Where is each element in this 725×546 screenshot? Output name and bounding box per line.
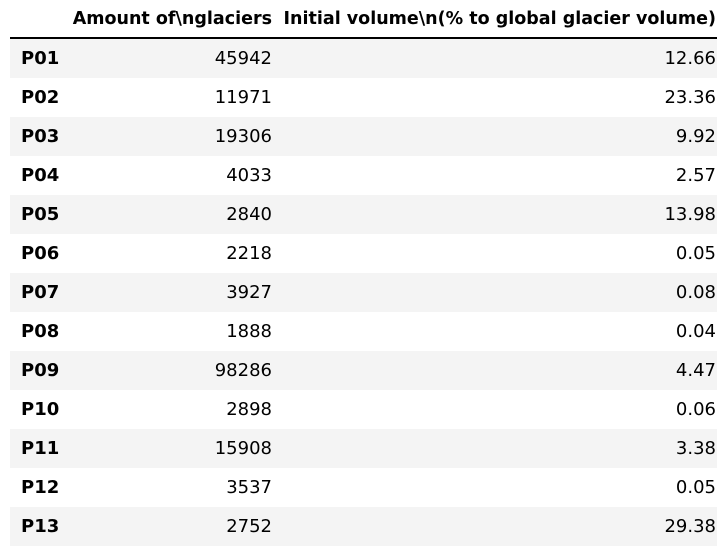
row-id-cell: P07	[21, 282, 60, 303]
row-id-cell: P10	[21, 399, 60, 420]
row-id-cell: P13	[21, 516, 60, 537]
amount-cell: 15908	[214, 438, 272, 459]
table-row: P03 19306 9.92	[10, 117, 717, 156]
table-row: P07 3927 0.08	[10, 273, 717, 312]
row-id-cell: P04	[21, 165, 60, 186]
amount-cell: 4033	[226, 165, 272, 186]
volume-cell: 0.08	[675, 282, 716, 303]
volume-cell: 13.98	[664, 204, 716, 225]
table-row: P09 98286 4.47	[10, 351, 717, 390]
volume-cell: 0.05	[675, 243, 716, 264]
row-id-cell: P06	[21, 243, 60, 264]
row-id-cell: P03	[21, 126, 60, 147]
volume-cell: 0.04	[675, 321, 716, 342]
amount-cell: 19306	[214, 126, 272, 147]
row-id-cell: P01	[21, 48, 60, 69]
amount-cell: 98286	[214, 360, 272, 381]
column-header-volume: Initial volume\n(% to global glacier vol…	[283, 9, 716, 29]
amount-cell: 2752	[226, 516, 272, 537]
table-row: P12 3537 0.05	[10, 468, 717, 507]
row-id-cell: P08	[21, 321, 60, 342]
table-body: P01 45942 12.66 P02 11971 23.36 P03 19306 9.92 P0…	[10, 39, 717, 546]
row-id-cell: P12	[21, 477, 60, 498]
table-row: P06 2218 0.05	[10, 234, 717, 273]
volume-cell: 2.57	[675, 165, 716, 186]
row-id-cell: P02	[21, 87, 60, 108]
table-row: P11 15908 3.38	[10, 429, 717, 468]
amount-cell: 1888	[226, 321, 272, 342]
table-row: P13 2752 29.38	[10, 507, 717, 546]
row-id-cell: P09	[21, 360, 60, 381]
glacier-table: Amount of\nglaciers Initial volume\n(% t…	[10, 0, 717, 546]
volume-cell: 29.38	[664, 516, 716, 537]
amount-cell: 2218	[226, 243, 272, 264]
amount-cell: 3927	[226, 282, 272, 303]
amount-cell: 45942	[214, 48, 272, 69]
table-row: P02 11971 23.36	[10, 78, 717, 117]
amount-cell: 2898	[226, 399, 272, 420]
table-row: P10 2898 0.06	[10, 390, 717, 429]
volume-cell: 0.05	[675, 477, 716, 498]
row-id-cell: P05	[21, 204, 60, 225]
volume-cell: 9.92	[675, 126, 716, 147]
amount-cell: 3537	[226, 477, 272, 498]
table-header-row: Amount of\nglaciers Initial volume\n(% t…	[10, 0, 717, 39]
table-row: P08 1888 0.04	[10, 312, 717, 351]
volume-cell: 4.47	[675, 360, 716, 381]
table-row: P05 2840 13.98	[10, 195, 717, 234]
volume-cell: 0.06	[675, 399, 716, 420]
amount-cell: 2840	[226, 204, 272, 225]
amount-cell: 11971	[214, 87, 272, 108]
volume-cell: 12.66	[664, 48, 716, 69]
table-row: P04 4033 2.57	[10, 156, 717, 195]
volume-cell: 23.36	[664, 87, 716, 108]
volume-cell: 3.38	[675, 438, 716, 459]
row-id-cell: P11	[21, 438, 60, 459]
column-header-amount: Amount of\nglaciers	[72, 9, 272, 29]
table-row: P01 45942 12.66	[10, 39, 717, 78]
